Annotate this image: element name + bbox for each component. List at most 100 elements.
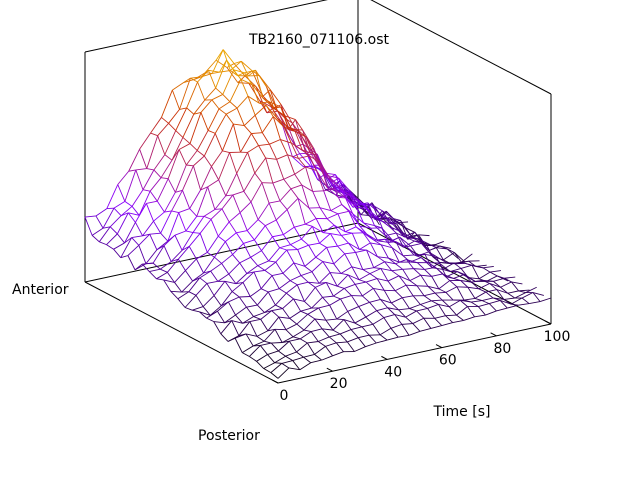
surface-line bbox=[174, 164, 187, 193]
surface-line bbox=[303, 318, 316, 331]
surface-line bbox=[294, 166, 306, 175]
surface-line bbox=[228, 212, 241, 223]
surface-line bbox=[84, 215, 96, 218]
surface-line bbox=[294, 130, 307, 138]
surface-line bbox=[203, 256, 215, 274]
surface-line bbox=[232, 123, 241, 153]
surface-line bbox=[190, 77, 198, 83]
surface-line bbox=[409, 274, 421, 282]
surface-line bbox=[405, 316, 414, 324]
surface-line bbox=[207, 186, 216, 210]
surface-line bbox=[282, 340, 290, 343]
surface-line bbox=[403, 245, 411, 248]
surface-line bbox=[206, 280, 218, 284]
surface-line bbox=[192, 277, 200, 282]
surface-line bbox=[474, 314, 486, 318]
surface-line bbox=[234, 338, 243, 353]
surface-line bbox=[199, 270, 211, 279]
surface-line bbox=[286, 197, 299, 210]
surface-line bbox=[210, 263, 222, 272]
surface-line bbox=[308, 281, 320, 284]
surface-line bbox=[410, 245, 419, 257]
surface-line bbox=[300, 275, 309, 283]
surface-line bbox=[246, 219, 259, 231]
surface-line bbox=[292, 156, 304, 168]
surface-line bbox=[348, 211, 361, 227]
surface-line bbox=[532, 292, 544, 296]
surface-line bbox=[222, 150, 230, 153]
surface-line bbox=[356, 206, 368, 209]
surface-line bbox=[222, 94, 231, 103]
surface-line bbox=[157, 135, 166, 155]
surface-line bbox=[269, 101, 281, 108]
surface-line bbox=[197, 81, 206, 101]
surface-line bbox=[350, 329, 359, 338]
surface-line bbox=[325, 319, 334, 331]
surface-line bbox=[499, 300, 508, 309]
surface-line bbox=[416, 310, 425, 319]
surface-line bbox=[113, 242, 125, 250]
surface-line bbox=[299, 362, 312, 371]
surface-line bbox=[228, 296, 240, 303]
surface-line bbox=[383, 314, 395, 319]
surface-line bbox=[319, 233, 331, 244]
frame-edge bbox=[84, 222, 359, 283]
surface-line bbox=[196, 251, 208, 260]
surface-line bbox=[290, 142, 299, 159]
surface-line bbox=[407, 237, 415, 242]
surface-line bbox=[211, 94, 223, 101]
surface-line bbox=[231, 320, 240, 336]
surface-line bbox=[289, 310, 301, 319]
surface-line bbox=[267, 354, 275, 364]
surface-line bbox=[308, 244, 317, 258]
surface-line bbox=[168, 122, 177, 131]
y-axis-end-posterior: Posterior bbox=[198, 428, 260, 444]
surface-line bbox=[355, 249, 367, 253]
surface-line bbox=[453, 262, 462, 269]
surface-line bbox=[489, 271, 498, 277]
surface-line bbox=[507, 304, 519, 309]
surface-line bbox=[474, 291, 487, 299]
surface-line bbox=[504, 277, 512, 283]
surface-line bbox=[373, 287, 385, 291]
surface-line bbox=[192, 309, 200, 313]
surface-line bbox=[177, 291, 190, 300]
surface-line bbox=[351, 266, 360, 280]
surface-line bbox=[355, 252, 364, 270]
surface-line bbox=[283, 126, 296, 132]
surface-line bbox=[235, 306, 247, 316]
surface-line bbox=[287, 154, 296, 175]
surface-line bbox=[275, 261, 284, 274]
surface-line bbox=[427, 285, 436, 294]
surface-line bbox=[302, 149, 314, 155]
surface-line bbox=[242, 352, 250, 357]
surface-line bbox=[371, 204, 383, 212]
surface-line bbox=[292, 356, 304, 361]
surface-line bbox=[316, 170, 325, 191]
surface-line bbox=[171, 210, 179, 214]
surface-line bbox=[319, 242, 327, 248]
surface-line bbox=[414, 240, 422, 244]
surface-line bbox=[348, 242, 360, 250]
surface-line bbox=[156, 200, 165, 213]
surface-line bbox=[239, 256, 251, 264]
surface-line bbox=[236, 173, 245, 192]
surface-line bbox=[142, 220, 154, 237]
surface-line bbox=[261, 182, 270, 204]
frame-edge bbox=[277, 323, 552, 384]
surface-line bbox=[438, 304, 446, 316]
surface-line bbox=[453, 252, 462, 263]
surface-line bbox=[304, 265, 313, 273]
surface-line bbox=[231, 320, 243, 324]
surface-line bbox=[185, 270, 193, 282]
surface-line bbox=[207, 129, 216, 134]
surface-line bbox=[333, 295, 341, 300]
surface-line bbox=[376, 278, 389, 282]
surface-line bbox=[412, 317, 424, 324]
surface-line bbox=[243, 239, 255, 244]
surface-line bbox=[163, 245, 172, 262]
surface-line bbox=[160, 268, 168, 273]
surface-line bbox=[127, 245, 140, 256]
surface-line bbox=[264, 304, 276, 313]
surface-line bbox=[359, 225, 371, 229]
